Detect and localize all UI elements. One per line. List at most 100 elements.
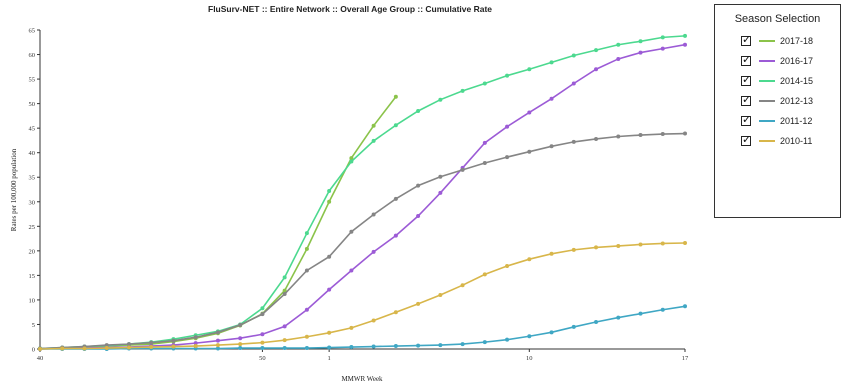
data-point[interactable] — [438, 343, 443, 348]
data-point[interactable] — [638, 133, 643, 138]
data-point[interactable] — [527, 257, 532, 262]
data-point[interactable] — [260, 306, 265, 311]
data-point[interactable] — [549, 144, 554, 149]
season-item-2017-18[interactable]: 2017-18 — [715, 31, 840, 51]
data-point[interactable] — [126, 345, 131, 350]
data-point[interactable] — [683, 42, 687, 47]
data-point[interactable] — [549, 330, 554, 335]
data-point[interactable] — [416, 301, 421, 306]
data-point[interactable] — [683, 131, 687, 136]
data-point[interactable] — [327, 199, 332, 204]
data-point[interactable] — [660, 132, 665, 137]
data-point[interactable] — [349, 345, 354, 350]
data-point[interactable] — [438, 97, 443, 102]
data-point[interactable] — [304, 246, 309, 251]
data-point[interactable] — [215, 346, 220, 351]
data-point[interactable] — [304, 334, 309, 339]
data-point[interactable] — [393, 123, 398, 128]
data-point[interactable] — [171, 344, 176, 349]
data-point[interactable] — [683, 240, 687, 245]
data-point[interactable] — [82, 346, 87, 351]
data-point[interactable] — [571, 324, 576, 329]
data-point[interactable] — [660, 307, 665, 312]
data-point[interactable] — [349, 159, 354, 164]
data-point[interactable] — [438, 190, 443, 195]
data-point[interactable] — [238, 322, 243, 327]
data-point[interactable] — [260, 312, 265, 317]
data-point[interactable] — [594, 48, 599, 53]
season-checkbox[interactable] — [741, 73, 751, 86]
data-point[interactable] — [238, 342, 243, 347]
data-point[interactable] — [371, 212, 376, 217]
data-point[interactable] — [215, 330, 220, 335]
data-point[interactable] — [638, 311, 643, 316]
data-point[interactable] — [505, 155, 510, 160]
data-point[interactable] — [638, 242, 643, 247]
data-point[interactable] — [482, 160, 487, 165]
data-point[interactable] — [660, 241, 665, 246]
data-point[interactable] — [549, 96, 554, 101]
data-point[interactable] — [460, 342, 465, 347]
season-checkbox[interactable] — [741, 113, 751, 126]
data-point[interactable] — [238, 336, 243, 341]
data-point[interactable] — [549, 60, 554, 65]
data-point[interactable] — [282, 292, 287, 297]
data-point[interactable] — [683, 304, 687, 309]
data-point[interactable] — [304, 231, 309, 236]
data-point[interactable] — [416, 108, 421, 113]
data-point[interactable] — [126, 342, 131, 347]
data-point[interactable] — [616, 315, 621, 320]
data-point[interactable] — [282, 275, 287, 280]
data-point[interactable] — [638, 50, 643, 55]
data-point[interactable] — [571, 53, 576, 58]
data-point[interactable] — [349, 229, 354, 234]
data-point[interactable] — [104, 346, 109, 351]
data-point[interactable] — [594, 67, 599, 72]
season-item-2011-12[interactable]: 2011-12 — [715, 111, 840, 131]
data-point[interactable] — [505, 124, 510, 129]
data-point[interactable] — [349, 156, 354, 161]
data-point[interactable] — [460, 283, 465, 288]
season-item-2014-15[interactable]: 2014-15 — [715, 71, 840, 91]
data-point[interactable] — [393, 94, 398, 99]
data-point[interactable] — [660, 46, 665, 51]
data-point[interactable] — [505, 264, 510, 269]
data-point[interactable] — [327, 287, 332, 292]
data-point[interactable] — [327, 254, 332, 259]
data-point[interactable] — [549, 251, 554, 256]
data-point[interactable] — [371, 249, 376, 254]
data-point[interactable] — [215, 338, 220, 343]
data-point[interactable] — [594, 320, 599, 325]
data-point[interactable] — [460, 167, 465, 172]
season-item-2012-13[interactable]: 2012-13 — [715, 91, 840, 111]
data-point[interactable] — [460, 88, 465, 93]
data-point[interactable] — [371, 344, 376, 349]
data-point[interactable] — [38, 347, 42, 351]
data-point[interactable] — [193, 335, 198, 340]
data-point[interactable] — [416, 214, 421, 219]
data-point[interactable] — [282, 346, 287, 351]
data-point[interactable] — [527, 67, 532, 72]
data-point[interactable] — [193, 341, 198, 346]
data-point[interactable] — [616, 56, 621, 61]
data-point[interactable] — [616, 42, 621, 47]
data-point[interactable] — [683, 33, 687, 38]
data-point[interactable] — [304, 346, 309, 351]
data-point[interactable] — [660, 35, 665, 40]
data-point[interactable] — [104, 343, 109, 348]
data-point[interactable] — [482, 81, 487, 86]
data-point[interactable] — [282, 324, 287, 329]
data-point[interactable] — [371, 138, 376, 143]
data-point[interactable] — [193, 344, 198, 349]
data-point[interactable] — [260, 332, 265, 337]
data-point[interactable] — [393, 310, 398, 315]
data-point[interactable] — [438, 174, 443, 179]
data-point[interactable] — [527, 110, 532, 115]
data-point[interactable] — [482, 140, 487, 145]
data-point[interactable] — [304, 268, 309, 273]
data-point[interactable] — [505, 337, 510, 342]
season-checkbox[interactable] — [741, 93, 751, 106]
data-point[interactable] — [149, 340, 154, 345]
data-point[interactable] — [282, 338, 287, 343]
data-point[interactable] — [527, 334, 532, 339]
